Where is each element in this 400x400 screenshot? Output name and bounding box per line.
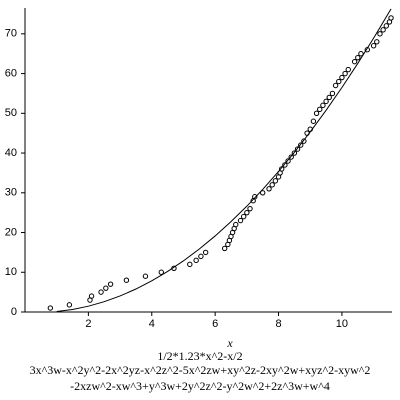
- point: [310, 118, 317, 124]
- point: [291, 150, 298, 156]
- point: [294, 146, 301, 152]
- x-tick-label: 6: [212, 318, 218, 330]
- point: [282, 162, 288, 168]
- y-tick-label: 0: [11, 306, 17, 318]
- point: [336, 78, 342, 85]
- point: [279, 166, 285, 172]
- point: [383, 23, 389, 29]
- point: [202, 249, 209, 256]
- point: [269, 182, 275, 188]
- point: [221, 245, 228, 252]
- point: [247, 205, 253, 212]
- point: [329, 90, 336, 97]
- point: [107, 281, 114, 287]
- point: [345, 66, 351, 73]
- caption: 3x^3w-x^2y^2-2x^2yz-x^2z^2-5x^2zw+xy^2z-…: [30, 363, 371, 377]
- point: [358, 50, 364, 57]
- point: [198, 253, 204, 260]
- x-tick-label: 10: [336, 318, 348, 330]
- point: [355, 54, 361, 61]
- point: [259, 190, 266, 196]
- y-tick-label: 30: [5, 187, 17, 199]
- point: [158, 269, 164, 275]
- point: [326, 94, 332, 101]
- x-tick-label: 2: [85, 318, 91, 330]
- point: [313, 110, 320, 117]
- point: [380, 27, 386, 33]
- point: [388, 15, 394, 21]
- point: [317, 106, 323, 113]
- point: [374, 39, 380, 45]
- point: [298, 142, 304, 148]
- y-tick-label: 20: [5, 226, 17, 238]
- point: [98, 289, 104, 295]
- point: [351, 58, 358, 65]
- point: [252, 194, 258, 200]
- y-tick-label: 70: [5, 28, 17, 40]
- point: [103, 285, 109, 291]
- point: [47, 305, 54, 311]
- y-tick-label: 40: [5, 147, 17, 159]
- point: [66, 302, 73, 308]
- point: [301, 138, 307, 144]
- point: [193, 257, 199, 264]
- point: [339, 74, 345, 81]
- point: [288, 154, 294, 160]
- point: [320, 102, 326, 109]
- point: [240, 213, 247, 220]
- caption: -2xzw^2-xw^3+y^3w+2y^2z^2-y^2w^2+2z^3w+w…: [70, 379, 330, 393]
- point: [272, 178, 279, 184]
- caption: 1/2*1.23*x^2-x/2: [157, 349, 242, 363]
- point: [370, 43, 377, 49]
- point: [285, 158, 291, 164]
- point: [237, 217, 244, 224]
- point: [323, 98, 329, 105]
- point: [233, 221, 239, 228]
- x-tick-label: 4: [149, 318, 155, 330]
- y-tick-label: 50: [5, 107, 17, 119]
- point: [244, 209, 250, 216]
- x-axis-label: x: [226, 336, 233, 350]
- y-tick-label: 10: [5, 266, 17, 278]
- x-tick-label: 8: [275, 318, 281, 330]
- point: [187, 261, 193, 268]
- point: [142, 273, 149, 279]
- point: [377, 31, 383, 37]
- curve: [56, 8, 392, 313]
- point: [342, 70, 348, 77]
- point: [88, 293, 95, 299]
- y-tick-label: 60: [5, 67, 17, 79]
- point: [332, 82, 339, 89]
- point: [123, 277, 130, 283]
- point: [266, 186, 272, 192]
